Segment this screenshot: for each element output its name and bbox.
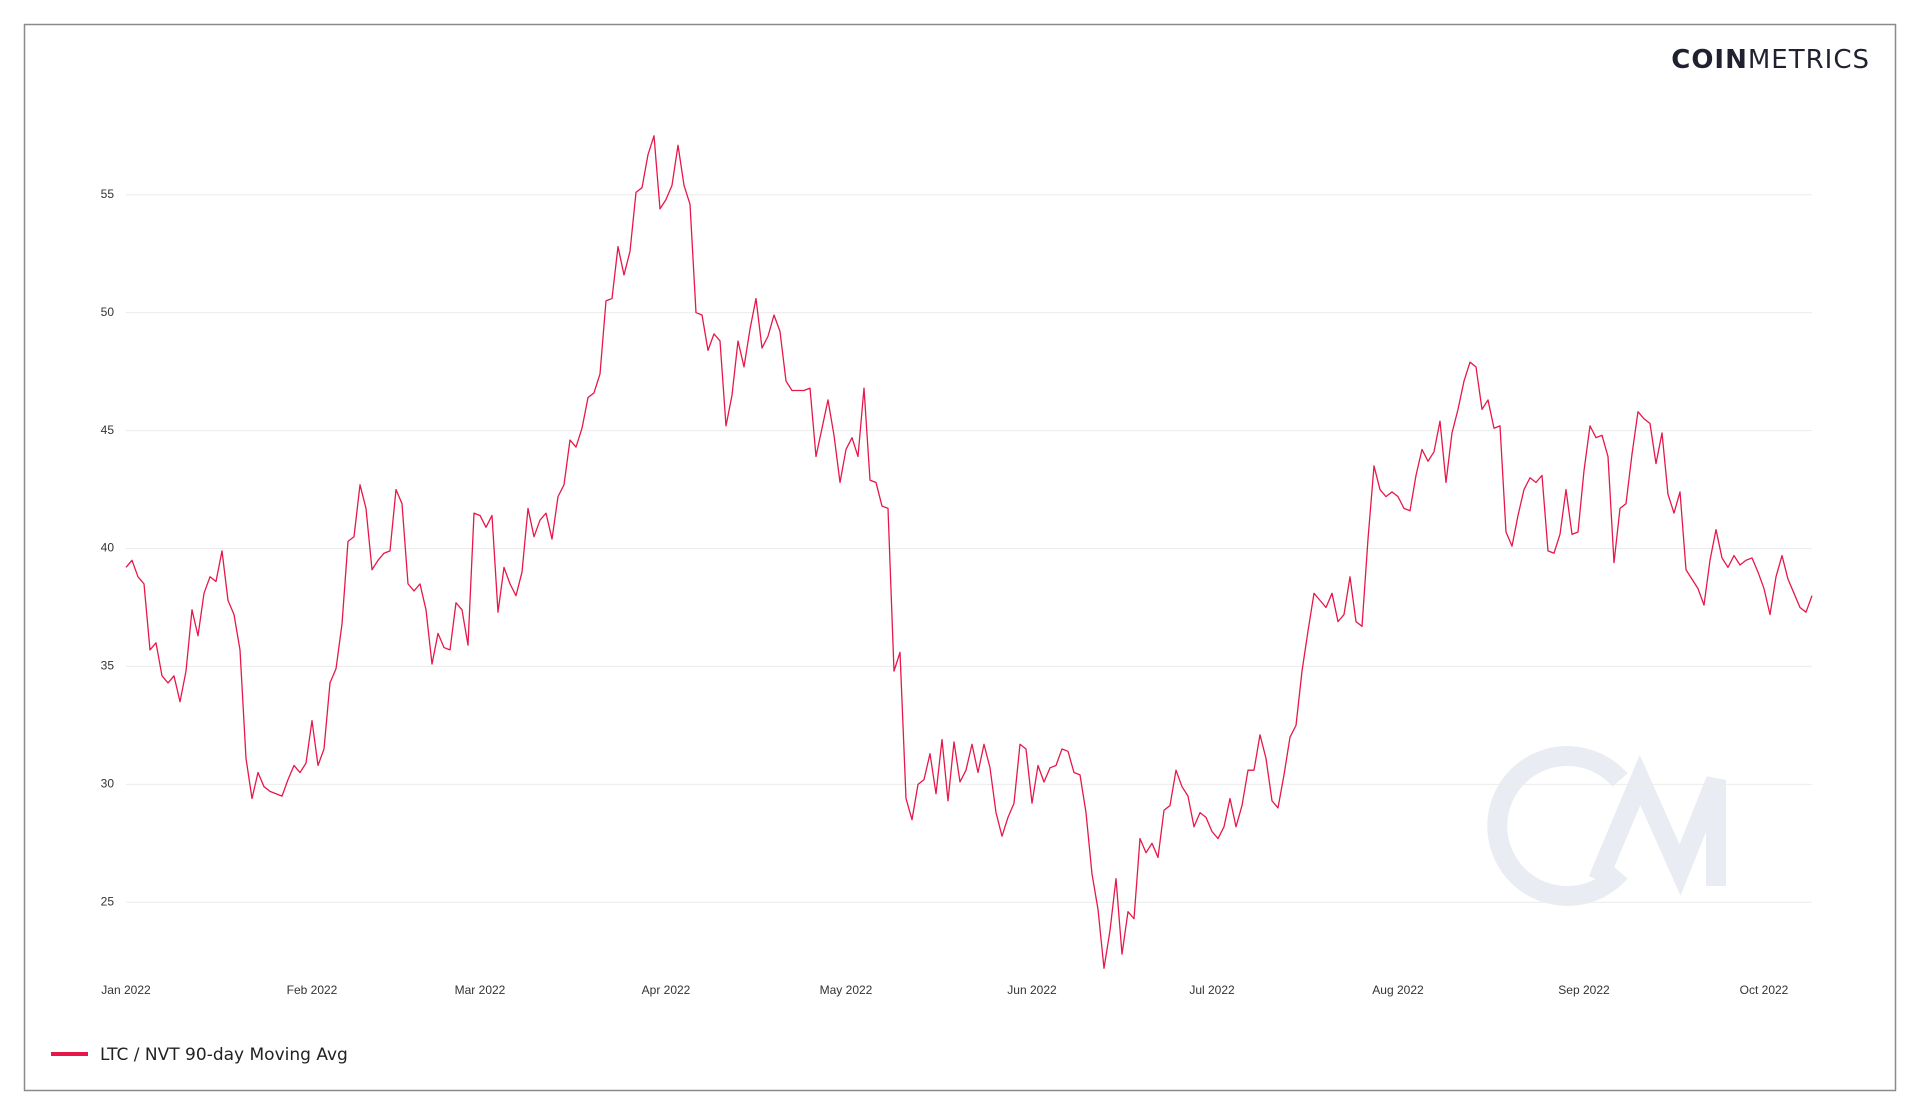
brand-logo: COINMETRICS [1671,45,1870,75]
x-tick-label: Jan 2022 [101,983,151,997]
y-tick-label: 25 [101,894,115,908]
x-tick-label: Jul 2022 [1189,983,1235,997]
watermark [1487,746,1726,906]
brand-bold: COIN [1671,45,1748,75]
watermark-m [1588,754,1726,896]
grid [126,194,1812,903]
y-tick-label: 55 [101,187,115,201]
legend: LTC / NVT 90-day Moving Avg [51,1045,348,1065]
y-tick-label: 45 [101,423,115,437]
y-tick-label: 50 [101,305,115,319]
y-tick-label: 35 [101,659,115,673]
x-tick-label: Apr 2022 [642,983,691,997]
x-tick-label: Mar 2022 [455,983,506,997]
x-tick-label: Jun 2022 [1007,983,1057,997]
watermark-c [1487,746,1628,906]
x-tick-label: Oct 2022 [1740,983,1789,997]
x-tick-label: May 2022 [820,983,873,997]
plot-area [125,135,1813,969]
brand-light: METRICS [1748,45,1870,75]
y-tick-label: 40 [101,541,115,555]
legend-label: LTC / NVT 90-day Moving Avg [100,1045,348,1065]
x-tick-label: Sep 2022 [1558,983,1610,997]
chart-frame [23,23,1897,1092]
x-tick-label: Feb 2022 [287,983,338,997]
y-axis: 25 30 35 40 45 50 55 [101,187,115,909]
x-tick-label: Aug 2022 [1372,983,1424,997]
y-tick-label: 30 [101,777,115,791]
data-line [125,135,1813,969]
x-axis: Jan 2022 Feb 2022 Mar 2022 Apr 2022 May 2022… [101,983,1789,997]
